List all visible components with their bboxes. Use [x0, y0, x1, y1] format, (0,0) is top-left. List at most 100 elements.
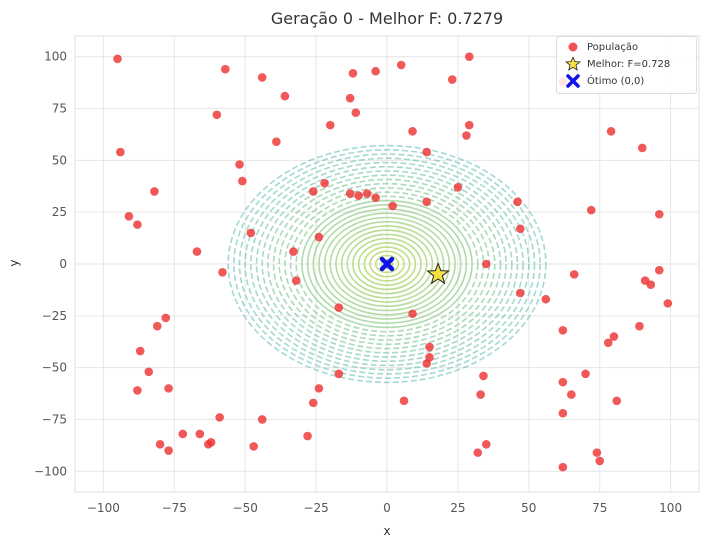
population-point — [481, 259, 491, 269]
population-point — [462, 131, 471, 140]
population-point — [150, 187, 159, 196]
population-point — [133, 220, 142, 229]
contour-ring — [267, 174, 507, 354]
population-point — [144, 367, 154, 377]
population-point — [635, 321, 644, 331]
y-tick-label: 25 — [52, 205, 67, 219]
contour-ring — [261, 170, 513, 358]
population-point — [303, 431, 312, 441]
contour-ring — [374, 254, 400, 274]
contour-ring — [250, 161, 524, 367]
population-point — [595, 456, 605, 466]
legend-label-best: Melhor: F=0.728 — [587, 58, 671, 70]
population-point — [586, 205, 596, 215]
population-point — [422, 147, 432, 157]
population-point — [351, 108, 361, 117]
population-point — [334, 303, 344, 312]
contour-ring — [340, 229, 434, 299]
population-point — [476, 390, 485, 399]
population-point — [257, 415, 267, 424]
population-point — [516, 288, 525, 298]
population-point — [257, 73, 267, 82]
x-tick-label: 75 — [592, 501, 607, 515]
population-point — [425, 342, 434, 352]
population-point — [320, 178, 329, 188]
x-tick-label: −50 — [233, 501, 258, 515]
population-point — [348, 69, 358, 78]
population-point — [362, 189, 372, 198]
population-point — [135, 346, 145, 356]
contour-ring — [306, 204, 468, 324]
population-point — [408, 127, 417, 136]
population-point — [422, 197, 432, 207]
y-tick-label: −75 — [42, 412, 67, 426]
population-point — [133, 386, 142, 395]
x-tick-label: 50 — [521, 501, 536, 515]
population-points — [113, 52, 673, 472]
contour-ring — [312, 208, 462, 320]
population-point — [249, 442, 258, 451]
x-tick-label: 25 — [450, 501, 465, 515]
population-point — [654, 265, 664, 275]
contour-ring — [227, 144, 547, 384]
population-point — [314, 232, 324, 242]
population-point — [345, 93, 355, 103]
population-point — [218, 267, 227, 277]
contour-ring — [244, 157, 530, 371]
contour-ring — [363, 246, 411, 282]
population-point — [592, 448, 602, 457]
x-axis-label: x — [383, 524, 390, 538]
population-point — [558, 377, 568, 387]
x-tick-label: −100 — [87, 501, 120, 515]
population-point — [558, 326, 568, 335]
contour-ring — [346, 233, 428, 295]
legend-item-optimum: Ótimo (0,0) — [565, 74, 644, 88]
legend-item-population: População — [565, 40, 638, 54]
population-point — [289, 247, 298, 256]
contour-ring — [318, 212, 456, 316]
population-point — [408, 309, 417, 319]
population-point — [212, 110, 222, 120]
y-tick-label: 100 — [44, 50, 67, 64]
legend-label-population: População — [587, 41, 639, 53]
axis-frame — [74, 35, 700, 493]
population-point — [453, 183, 463, 192]
population-point — [516, 224, 525, 234]
contour-ring — [255, 165, 519, 363]
plot-frame — [74, 35, 700, 493]
contour-ring — [380, 258, 394, 270]
population-point — [314, 384, 324, 393]
contour-ring — [272, 178, 502, 350]
x-tick-label: −75 — [162, 501, 187, 515]
contour-ring — [295, 195, 479, 333]
population-point — [113, 54, 122, 64]
population-point — [291, 276, 301, 285]
best-marker — [426, 261, 450, 285]
contour-ring — [233, 149, 541, 379]
legend: População Melhor: F=0.728 Ótimo (0,0) — [556, 36, 697, 94]
legend-dot-icon — [568, 42, 578, 52]
x-tick-label: 100 — [659, 501, 682, 515]
population-point — [280, 91, 290, 101]
population-point — [479, 371, 488, 381]
population-point — [345, 189, 355, 198]
population-point — [155, 440, 165, 449]
y-tick-label: 75 — [52, 102, 67, 116]
contour-ring — [238, 153, 536, 375]
x-tick-label: −25 — [303, 501, 328, 515]
population-point — [238, 176, 247, 186]
population-point — [464, 120, 474, 130]
population-point — [654, 209, 664, 219]
population-point — [388, 201, 397, 211]
legend-label-optimum: Ótimo (0,0) — [587, 75, 645, 87]
population-point — [308, 187, 318, 196]
population-point — [481, 440, 491, 449]
population-point — [609, 332, 619, 341]
population-point — [221, 64, 230, 74]
optimum-x — [379, 256, 395, 272]
contour-ring — [278, 182, 496, 346]
population-point — [396, 60, 406, 70]
y-tick-label: 50 — [52, 153, 67, 167]
population-point — [354, 191, 363, 200]
